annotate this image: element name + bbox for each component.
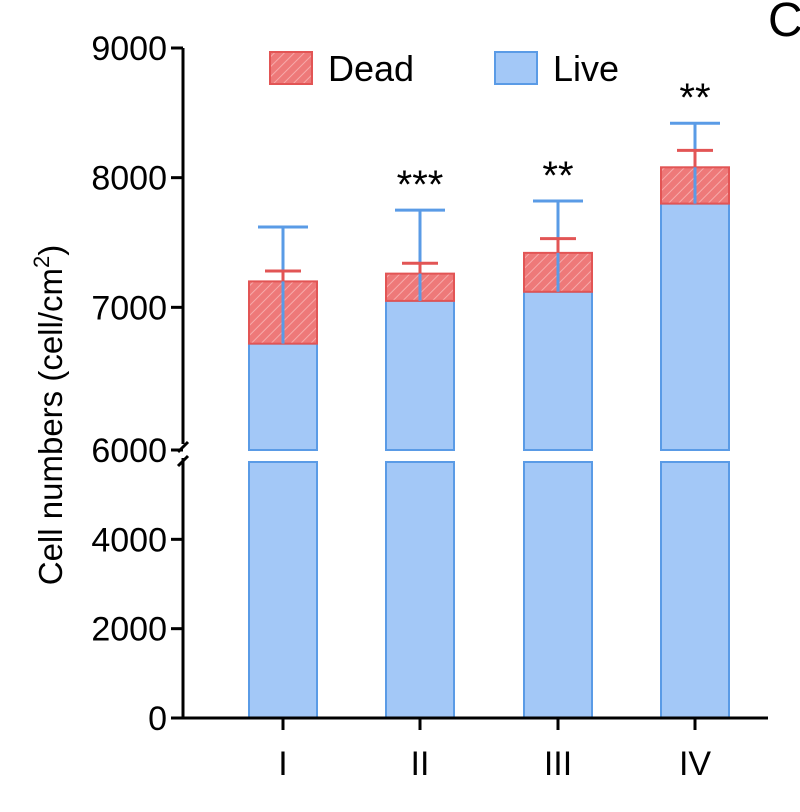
y-tick-label: 9000 xyxy=(91,30,167,68)
y-tick-label: 2000 xyxy=(91,611,167,649)
bar-live-upper xyxy=(523,290,593,452)
x-tick-label: I xyxy=(278,745,287,783)
y-tick-label: 7000 xyxy=(91,289,167,327)
bars xyxy=(248,166,730,719)
bar-live-lower xyxy=(385,461,455,719)
y-tick-label: 0 xyxy=(148,700,167,738)
bar-live-upper xyxy=(248,342,318,452)
bar-live-lower xyxy=(248,461,318,719)
panel-letter: C xyxy=(768,0,800,47)
significance-label: *** xyxy=(397,163,444,207)
legend-label-dead: Dead xyxy=(328,48,414,89)
legend-swatch-live xyxy=(494,51,538,85)
y-tick-label: 6000 xyxy=(91,432,167,470)
significance-label: ** xyxy=(542,154,573,198)
legend: Dead Live xyxy=(269,48,619,89)
y-tick-label: 4000 xyxy=(91,521,167,559)
x-axis: I II III IV xyxy=(183,716,768,783)
bar-live-upper xyxy=(385,299,455,451)
y-axis-title: Cell numbers (cell/cm2) xyxy=(29,245,69,586)
y-tick-label: 8000 xyxy=(91,160,167,198)
axis-break-mark xyxy=(176,454,190,468)
legend-label-live: Live xyxy=(553,48,619,89)
error-bars xyxy=(258,121,720,344)
significance-label: ** xyxy=(679,76,710,120)
significance-markers: *** **** xyxy=(397,76,711,207)
bar-live-upper xyxy=(660,202,730,451)
bar-live-lower xyxy=(660,461,730,719)
legend-swatch-dead xyxy=(269,51,313,85)
y-tick-labels: 0 2000 4000 6000 7000 8000 9000 xyxy=(91,30,167,738)
y-axis xyxy=(171,46,190,720)
bar-live-lower xyxy=(523,461,593,719)
x-tick-label: III xyxy=(544,745,572,783)
x-tick-label: IV xyxy=(679,745,711,783)
x-tick-label: II xyxy=(411,745,430,783)
